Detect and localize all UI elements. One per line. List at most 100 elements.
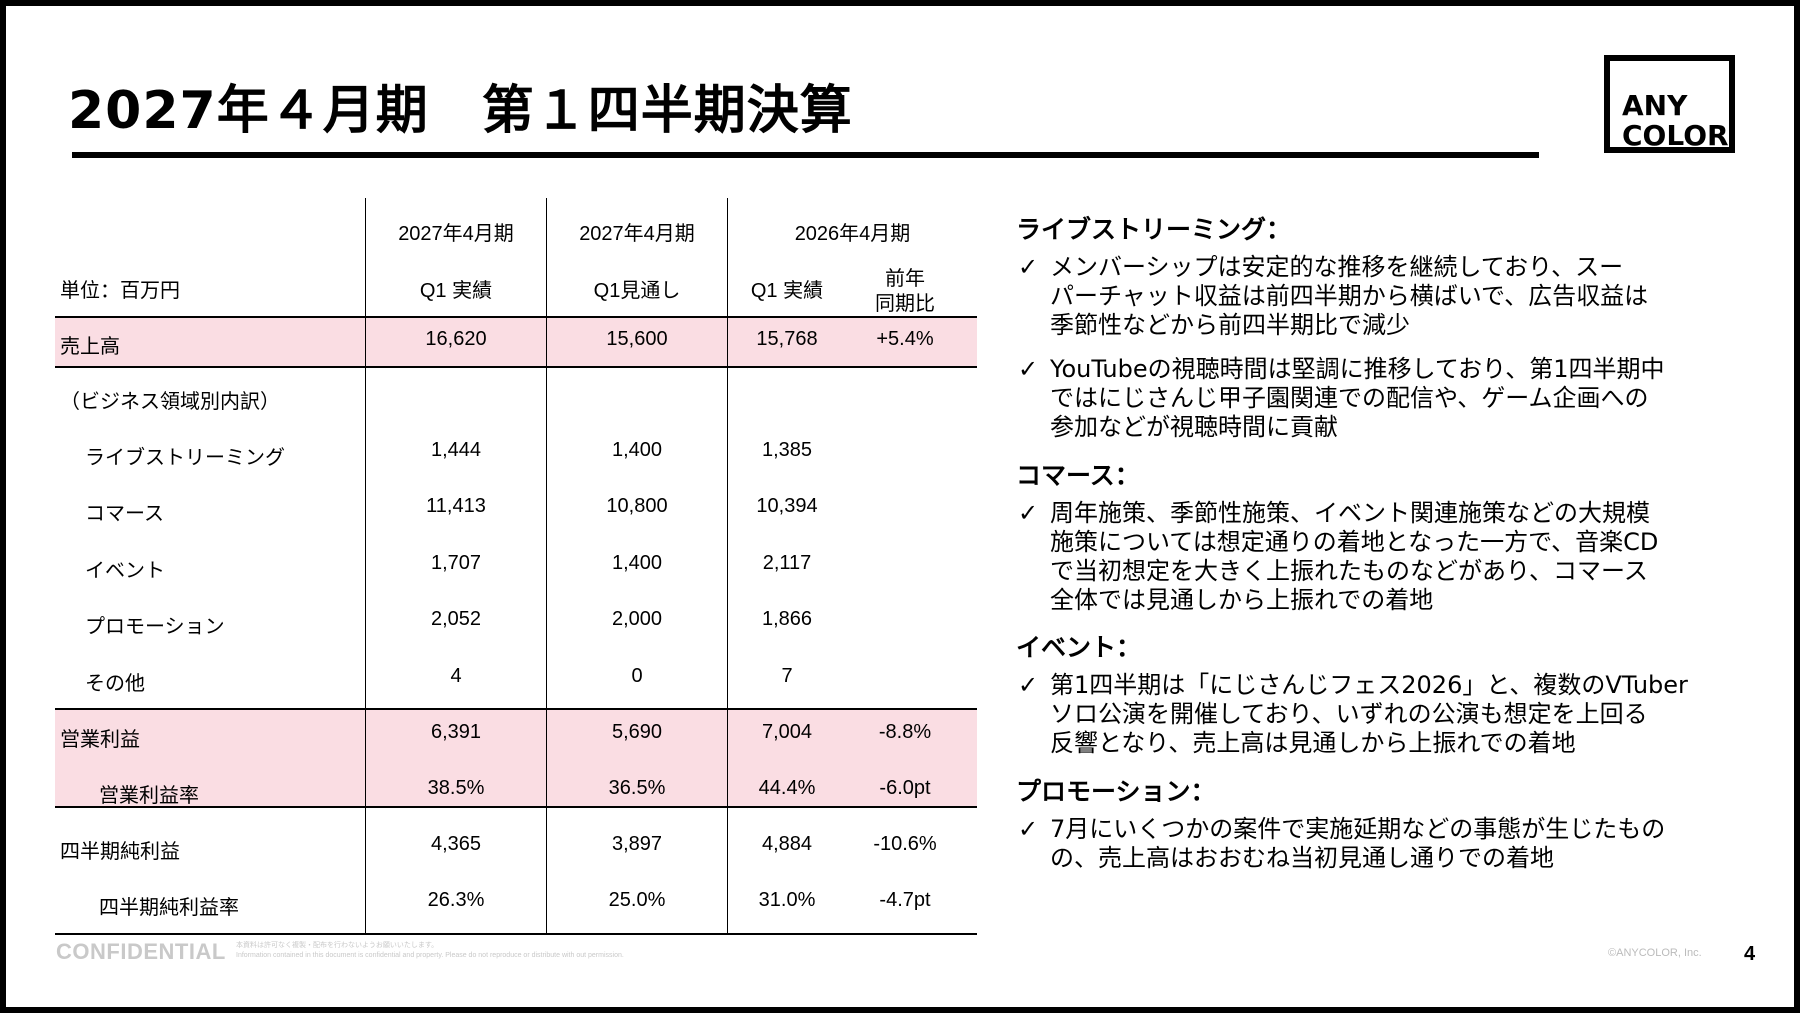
disclaimer-ja: 本資料は許可なく複製・配布を行わないようお願いいたします。 [236,941,439,949]
check-icon: ✓ [1018,355,1039,383]
page-number: 4 [1744,943,1756,965]
bullet-line: で当初想定を大きく上振れたものなどがあり、コマース [1050,557,1648,585]
cell-actual: 1,444 [430,439,482,461]
row-label: 売上高 [60,334,120,358]
confidential-label: CONFIDENTIAL [56,939,226,964]
cell-forecast: 1,400 [611,552,663,574]
cell-forecast: 15,600 [606,328,668,350]
col-divider-1 [365,198,366,935]
cell-yoy: -6.0pt [879,777,931,799]
row-label: ライブストリーミング [85,445,285,469]
bullet-line: の、売上高はおおむね当初見通し通りでの着地 [1050,844,1554,872]
slide: 2027年４月期 第１四半期決算 ANY COLOR 単位：百万円 2027年4… [6,6,1794,1007]
cell-yoy: +5.4% [876,328,934,350]
bullet-line: 周年施策、季節性施策、イベント関連施策などの大規模 [1050,499,1650,527]
cell-prior: 7 [781,665,793,687]
cell-yoy: -4.7pt [879,889,931,911]
rule-header-bottom [55,316,977,318]
bullet-line: ではにじさんじ甲子園関連での配信や、ゲーム企画への [1050,384,1649,412]
cell-prior: 1,385 [761,439,813,461]
check-icon: ✓ [1018,253,1039,281]
bullet-line: 反響となり、売上高は見通しから上振れでの着地 [1050,729,1576,757]
cell-prior: 1,866 [761,608,813,630]
logo-line-1: ANY [1622,89,1688,122]
cell-prior: 15,768 [756,328,818,350]
cell-yoy: -8.8% [878,721,932,743]
cell-prior: 10,394 [756,495,818,517]
header-col4-line1: 前年 [885,268,925,290]
bullet-line: 7月にいくつかの案件で実施延期などの事態が生じたもの [1050,815,1666,843]
bullet-line: パーチャット収益は前四半期から横ばいで、広告収益は [1050,282,1649,310]
bullet-line: 全体では見通しから上振れでの着地 [1050,586,1434,614]
cell-prior: 2,117 [762,552,812,574]
copyright: ©ANYCOLOR, Inc. [1608,947,1702,959]
cell-actual: 1,707 [430,552,482,574]
cell-actual: 4,365 [430,833,482,855]
col-divider-3 [727,198,728,935]
cell-prior: 4,884 [761,833,813,855]
check-icon: ✓ [1018,499,1039,527]
rule-segments-bottom [55,708,977,710]
header-col3-type: Q1 実績 [750,280,824,302]
cell-actual: 11,413 [426,495,486,517]
cell-actual: 16,620 [425,328,487,350]
cell-prior: 7,004 [761,721,813,743]
bullet-line: 季節性などから前四半期比で減少 [1050,311,1410,339]
cell-forecast: 25.0% [608,889,666,911]
row-label: 営業利益率 [99,783,199,807]
section-heading-promotion: プロモーション： [1016,777,1216,806]
row-label: （ビジネス領域別内訳） [60,389,280,413]
bullet-line: 施策については想定通りの着地となった一方で、音楽CD [1050,528,1659,556]
unit-label: 単位：百万円 [60,278,180,302]
cell-forecast: 2,000 [611,608,663,630]
header-col1-period: 2027年4月期 [398,223,514,245]
row-label: 四半期純利益率 [99,895,239,919]
header-col3-period: 2026年4月期 [794,223,911,245]
rule-sales-bottom [55,366,977,368]
row-label: コマース [85,501,164,525]
cell-yoy: -10.6% [873,833,937,855]
cell-forecast: 0 [631,665,643,687]
bullet-line: 第1四半期は「にじさんじフェス2026」と、複数のVTuber [1050,671,1688,699]
cell-prior: 31.0% [758,889,816,911]
cell-prior: 44.4% [758,777,816,799]
bullet-line: ソロ公演を開催しており、いずれの公演も想定を上回る [1050,700,1648,728]
row-label: 営業利益 [60,727,140,751]
cell-actual: 6,391 [430,721,482,743]
bullet-line: YouTubeの視聴時間は堅調に推移しており、第1四半期中 [1050,355,1665,383]
header-col2-period: 2027年4月期 [579,223,695,245]
bullet-line: 参加などが視聴時間に貢献 [1050,413,1338,441]
bullet-line: メンバーシップは安定的な推移を継続しており、スー [1050,253,1624,281]
check-icon: ✓ [1018,671,1039,699]
page-title: 2027年４月期 第１四半期決算 [68,81,853,141]
section-heading-event: イベント： [1016,633,1142,662]
header-col1-type: Q1 実績 [419,280,493,302]
disclaimer-en: Information contained in this document i… [236,952,624,959]
rule-operating-bottom [55,806,977,808]
highlight-band-operating-profit [55,710,977,807]
col-divider-2 [546,198,547,935]
title-underline [72,152,1539,158]
cell-forecast: 5,690 [611,721,663,743]
section-heading-commerce: コマース： [1016,461,1140,490]
header-col4-line2: 同期比 [875,293,935,315]
section-heading-live: ライブストリーミング： [1016,215,1292,244]
logo-line-2: COLOR [1622,119,1729,152]
row-label: プロモーション [85,614,225,638]
cell-forecast: 1,400 [611,439,663,461]
row-label: その他 [85,671,145,695]
row-label: イベント [85,558,165,582]
cell-forecast: 36.5% [608,777,666,799]
anycolor-logo: ANY COLOR [1604,55,1735,153]
cell-actual: 4 [450,665,462,687]
rule-table-bottom [55,933,977,935]
row-label: 四半期純利益 [60,839,180,863]
financial-table: 単位：百万円 2027年4月期 Q1 実績 2027年4月期 Q1見通し 202… [55,198,977,938]
cell-forecast: 10,800 [606,495,668,517]
check-icon: ✓ [1018,815,1039,843]
highlight-band-sales [55,317,977,366]
cell-actual: 2,052 [430,608,482,630]
header-col2-type: Q1見通し [593,280,681,302]
cell-actual: 38.5% [427,777,485,799]
cell-actual: 26.3% [427,889,485,911]
